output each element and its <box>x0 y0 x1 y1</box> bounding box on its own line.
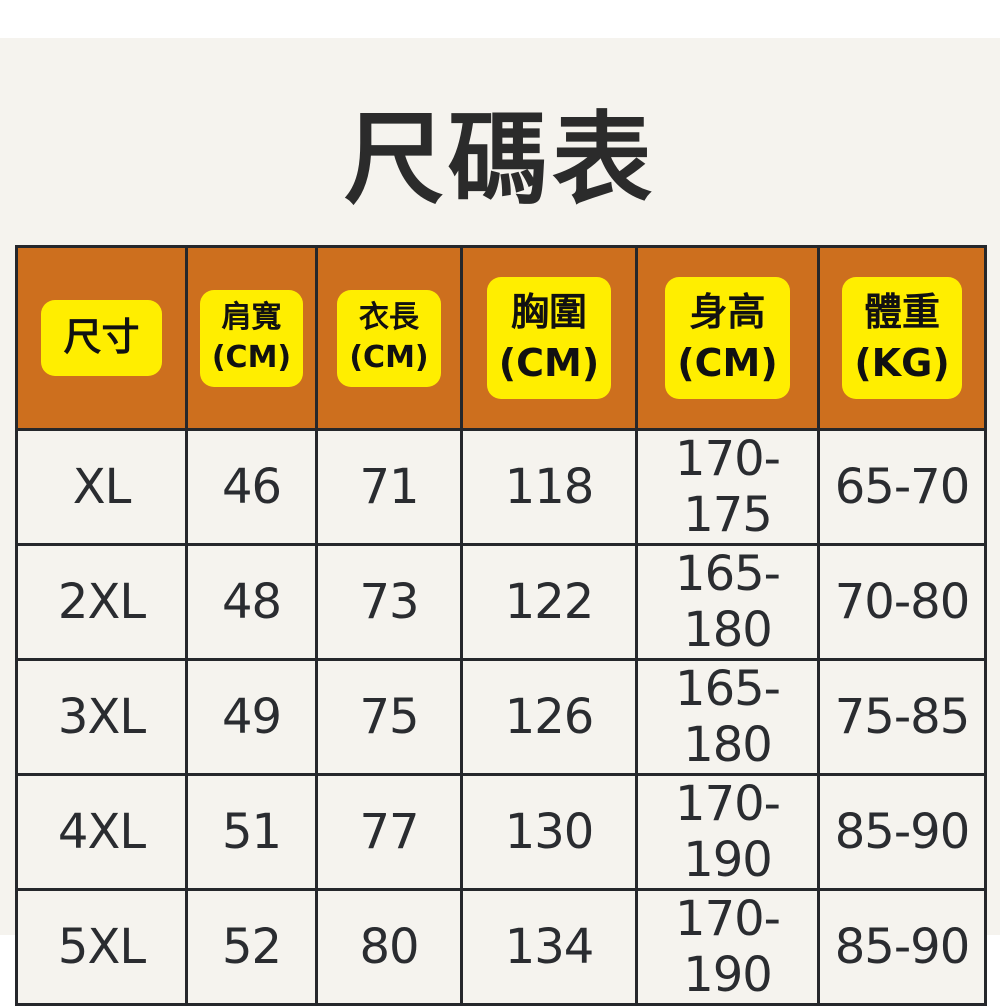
cell-height: 170-175 <box>635 428 820 546</box>
page-title: 尺碼表 <box>344 101 656 218</box>
header-label: 身高 (CM) <box>665 276 790 400</box>
cell-shoulder: 49 <box>185 658 318 776</box>
cell-size: 2XL <box>15 543 188 661</box>
cell-shoulder: 51 <box>185 773 318 891</box>
cell-shoulder: 52 <box>185 888 318 1006</box>
header-size: 尺寸 <box>15 245 188 431</box>
cell-weight: 75-85 <box>817 658 987 776</box>
cell-length: 80 <box>315 888 463 1006</box>
size-chart-table: 尺寸 肩寬 (CM) 衣長 (CM) 胸圍 (CM) 身高 (CM) 體重 (KG) XL… <box>15 245 987 1006</box>
cell-height: 165-180 <box>635 658 820 776</box>
header-length: 衣長 (CM) <box>315 245 463 431</box>
header-label: 衣長 (CM) <box>337 289 441 387</box>
cell-chest: 134 <box>460 888 638 1006</box>
cell-chest: 118 <box>460 428 638 546</box>
header-unit: (CM) <box>498 341 600 385</box>
cell-length: 73 <box>315 543 463 661</box>
header-weight: 體重 (KG) <box>817 245 987 431</box>
header-label: 體重 (KG) <box>842 276 962 400</box>
header-name: 胸圍 <box>510 289 587 334</box>
table-row: 3XL 49 75 126 165-180 75-85 <box>15 658 987 776</box>
cell-length: 77 <box>315 773 463 891</box>
header-label: 胸圍 (CM) <box>486 276 612 400</box>
header-name: 衣長 <box>358 299 419 335</box>
cell-length: 75 <box>315 658 463 776</box>
cell-weight: 70-80 <box>817 543 987 661</box>
header-shoulder: 肩寬 (CM) <box>185 245 318 431</box>
cell-size: 4XL <box>15 773 188 891</box>
table-row: 2XL 48 73 122 165-180 70-80 <box>15 543 987 661</box>
table-row: 5XL 52 80 134 170-190 85-90 <box>15 888 987 1006</box>
header-label: 尺寸 <box>41 300 162 376</box>
header-unit: (CM) <box>349 340 429 375</box>
header-unit: (CM) <box>211 340 292 375</box>
cell-weight: 85-90 <box>817 773 987 891</box>
cell-chest: 126 <box>460 658 638 776</box>
cell-chest: 130 <box>460 773 638 891</box>
cell-size: 3XL <box>15 658 188 776</box>
header-unit: (KG) <box>854 341 950 385</box>
header-name: 肩寬 <box>221 299 282 335</box>
cell-chest: 122 <box>460 543 638 661</box>
header-row: 尺寸 肩寬 (CM) 衣長 (CM) 胸圍 (CM) 身高 (CM) 體重 (KG) <box>15 245 987 431</box>
cell-shoulder: 48 <box>185 543 318 661</box>
cell-weight: 65-70 <box>817 428 987 546</box>
header-chest: 胸圍 (CM) <box>460 245 638 431</box>
cell-height: 170-190 <box>635 888 820 1006</box>
cell-weight: 85-90 <box>817 888 987 1006</box>
cell-height: 165-180 <box>635 543 820 661</box>
cell-shoulder: 46 <box>185 428 318 546</box>
cell-height: 170-190 <box>635 773 820 891</box>
cell-size: 5XL <box>15 888 188 1006</box>
header-name: 身高 <box>689 289 766 334</box>
cell-length: 71 <box>315 428 463 546</box>
header-name: 體重 <box>863 289 940 334</box>
header-unit: (CM) <box>677 341 778 385</box>
table-row: XL 46 71 118 170-175 65-70 <box>15 428 987 546</box>
table-row: 4XL 51 77 130 170-190 85-90 <box>15 773 987 891</box>
header-height: 身高 (CM) <box>635 245 820 431</box>
cell-size: XL <box>15 428 188 546</box>
header-label: 肩寬 (CM) <box>199 289 304 387</box>
